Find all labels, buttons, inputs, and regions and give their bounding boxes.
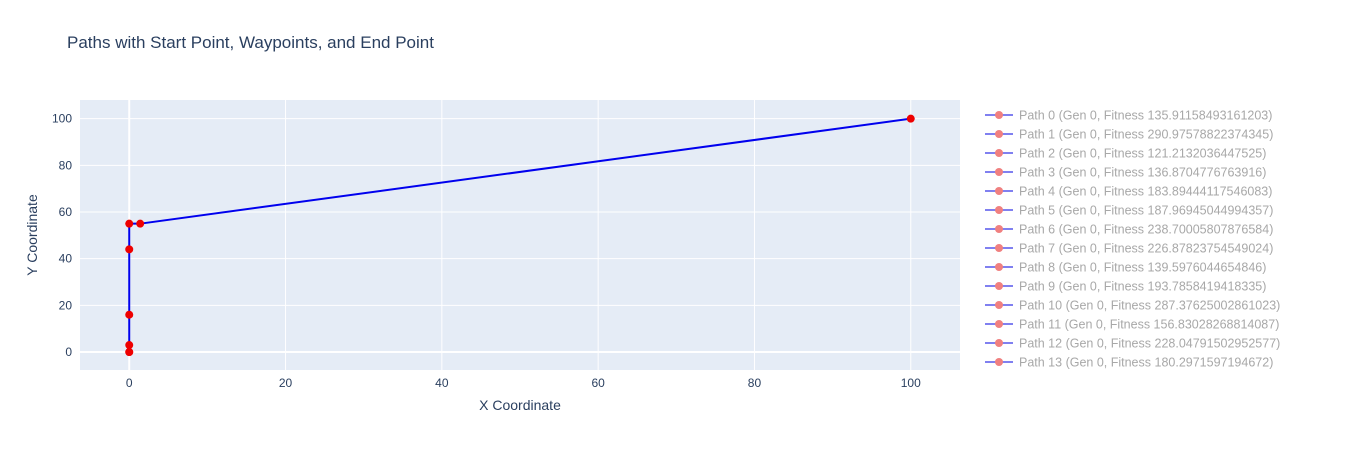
y-tick-label: 0 bbox=[65, 345, 72, 359]
y-tick-label: 80 bbox=[59, 158, 73, 172]
legend-item[interactable]: Path 3 (Gen 0, Fitness 136.8704776763916… bbox=[985, 166, 1266, 180]
legend-label: Path 7 (Gen 0, Fitness 226.8782375454902… bbox=[1019, 242, 1273, 256]
legend-marker-swatch bbox=[995, 282, 1003, 290]
legend-item[interactable]: Path 8 (Gen 0, Fitness 139.5976044654846… bbox=[985, 261, 1266, 275]
legend-marker-swatch bbox=[995, 244, 1003, 252]
x-tick-label: 80 bbox=[748, 376, 762, 390]
legend-label: Path 3 (Gen 0, Fitness 136.8704776763916… bbox=[1019, 166, 1266, 180]
legend-label: Path 1 (Gen 0, Fitness 290.9757882237434… bbox=[1019, 128, 1273, 142]
legend-marker-swatch bbox=[995, 358, 1003, 366]
legend-marker-swatch bbox=[995, 187, 1003, 195]
legend-label: Path 13 (Gen 0, Fitness 180.297159719467… bbox=[1019, 356, 1273, 370]
y-tick-labels: 0 20 40 60 80 100 bbox=[52, 112, 72, 359]
legend[interactable]: Path 0 (Gen 0, Fitness 135.9115849316120… bbox=[985, 109, 1280, 370]
chart-title: Paths with Start Point, Waypoints, and E… bbox=[67, 33, 434, 52]
x-tick-label: 0 bbox=[126, 376, 133, 390]
legend-label: Path 11 (Gen 0, Fitness 156.830282688140… bbox=[1019, 318, 1279, 332]
legend-item[interactable]: Path 12 (Gen 0, Fitness 228.047915029525… bbox=[985, 337, 1280, 351]
x-tick-label: 40 bbox=[435, 376, 449, 390]
legend-marker-swatch bbox=[995, 320, 1003, 328]
x-tick-labels: 0 20 40 60 80 100 bbox=[126, 376, 921, 390]
legend-marker-swatch bbox=[995, 111, 1003, 119]
legend-item[interactable]: Path 0 (Gen 0, Fitness 135.9115849316120… bbox=[985, 109, 1272, 123]
legend-item[interactable]: Path 11 (Gen 0, Fitness 156.830282688140… bbox=[985, 318, 1279, 332]
path-point bbox=[906, 114, 915, 123]
legend-label: Path 12 (Gen 0, Fitness 228.047915029525… bbox=[1019, 337, 1280, 351]
legend-item[interactable]: Path 4 (Gen 0, Fitness 183.8944411754608… bbox=[985, 185, 1272, 199]
legend-item[interactable]: Path 1 (Gen 0, Fitness 290.9757882237434… bbox=[985, 128, 1273, 142]
path-point bbox=[125, 341, 134, 350]
path-point bbox=[136, 219, 145, 228]
legend-marker-swatch bbox=[995, 206, 1003, 214]
legend-label: Path 5 (Gen 0, Fitness 187.9694504499435… bbox=[1019, 204, 1273, 218]
path-point bbox=[125, 219, 134, 228]
legend-item[interactable]: Path 7 (Gen 0, Fitness 226.8782375454902… bbox=[985, 242, 1273, 256]
legend-label: Path 2 (Gen 0, Fitness 121.2132036447525… bbox=[1019, 147, 1266, 161]
legend-marker-swatch bbox=[995, 263, 1003, 271]
legend-label: Path 0 (Gen 0, Fitness 135.9115849316120… bbox=[1019, 109, 1272, 123]
legend-marker-swatch bbox=[995, 225, 1003, 233]
legend-label: Path 9 (Gen 0, Fitness 193.7858419418335… bbox=[1019, 280, 1266, 294]
path-point bbox=[125, 245, 134, 254]
legend-marker-swatch bbox=[995, 149, 1003, 157]
legend-label: Path 6 (Gen 0, Fitness 238.7000580787658… bbox=[1019, 223, 1273, 237]
legend-item[interactable]: Path 9 (Gen 0, Fitness 193.7858419418335… bbox=[985, 280, 1266, 294]
legend-item[interactable]: Path 2 (Gen 0, Fitness 121.2132036447525… bbox=[985, 147, 1266, 161]
path-point bbox=[125, 348, 134, 357]
path-markers bbox=[125, 114, 915, 357]
y-tick-label: 40 bbox=[59, 252, 73, 266]
y-axis-title: Y Coordinate bbox=[24, 194, 40, 276]
y-tick-label: 20 bbox=[59, 298, 73, 312]
legend-item[interactable]: Path 5 (Gen 0, Fitness 187.9694504499435… bbox=[985, 204, 1273, 218]
legend-label: Path 4 (Gen 0, Fitness 183.8944411754608… bbox=[1019, 185, 1272, 199]
legend-marker-swatch bbox=[995, 168, 1003, 176]
legend-marker-swatch bbox=[995, 130, 1003, 138]
path-point bbox=[125, 310, 134, 319]
y-tick-label: 60 bbox=[59, 205, 73, 219]
x-tick-label: 60 bbox=[591, 376, 605, 390]
legend-marker-swatch bbox=[995, 301, 1003, 309]
legend-label: Path 8 (Gen 0, Fitness 139.5976044654846… bbox=[1019, 261, 1266, 275]
x-tick-label: 100 bbox=[901, 376, 921, 390]
legend-item[interactable]: Path 10 (Gen 0, Fitness 287.376250028610… bbox=[985, 299, 1280, 313]
x-tick-label: 20 bbox=[279, 376, 293, 390]
legend-item[interactable]: Path 6 (Gen 0, Fitness 238.7000580787658… bbox=[985, 223, 1273, 237]
x-axis-title: X Coordinate bbox=[479, 397, 561, 413]
legend-label: Path 10 (Gen 0, Fitness 287.376250028610… bbox=[1019, 299, 1280, 313]
legend-item[interactable]: Path 13 (Gen 0, Fitness 180.297159719467… bbox=[985, 356, 1273, 370]
plot-background bbox=[80, 100, 960, 370]
y-tick-label: 100 bbox=[52, 112, 72, 126]
legend-marker-swatch bbox=[995, 339, 1003, 347]
grid-lines bbox=[80, 100, 960, 370]
